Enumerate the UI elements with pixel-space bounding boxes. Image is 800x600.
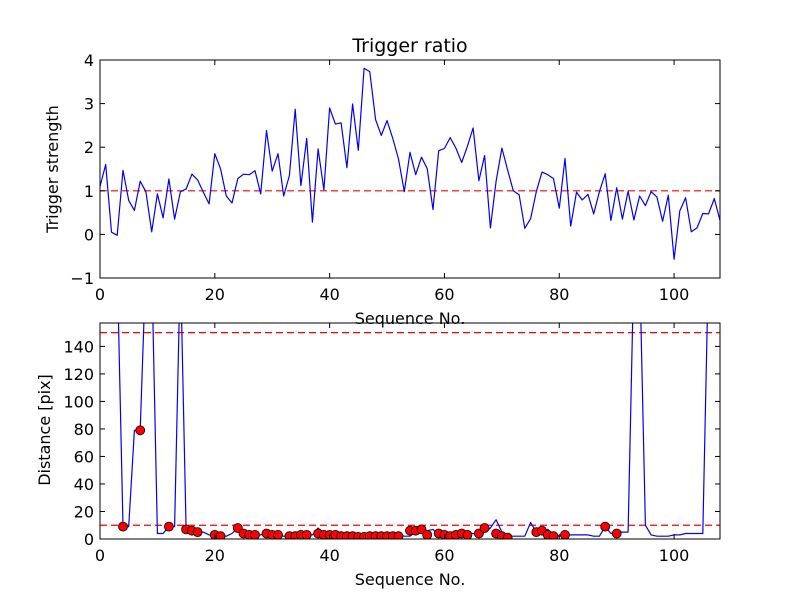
- data-point-marker: [479, 523, 490, 533]
- y-axis-label: Trigger strength: [43, 105, 62, 234]
- data-point-marker: [163, 521, 174, 532]
- data-point-marker: [250, 530, 260, 539]
- data-point-marker: [611, 528, 622, 539]
- data-point-marker: [393, 531, 404, 539]
- y-tick-label: 20: [74, 502, 94, 521]
- x-tick-label: 20: [205, 546, 225, 565]
- distance-panel: 0 20 40 60 80 100 0 20 40 60 80 100 120 140 Sequence…: [35, 322, 721, 589]
- y-tick-label: 140: [63, 337, 94, 356]
- y-tick-label: 0: [84, 225, 94, 244]
- data-point-marker: [462, 530, 473, 539]
- y-axis-label: Distance [pix]: [35, 374, 54, 486]
- trigger-strength-series: [99, 67, 721, 260]
- x-tick-label: 0: [95, 285, 105, 304]
- y-tick-label: 0: [84, 530, 94, 549]
- x-tick-label: 40: [319, 285, 339, 304]
- data-point-marker: [192, 527, 203, 537]
- y-tick-label: 80: [74, 420, 94, 439]
- data-point-marker: [502, 532, 513, 539]
- y-tick-label: −1: [70, 269, 94, 288]
- y-tick-label: 2: [84, 138, 94, 157]
- y-tick-label: 60: [74, 447, 94, 466]
- distance-series: [117, 323, 708, 537]
- data-point-marker: [600, 521, 611, 532]
- data-point-marker: [560, 530, 570, 539]
- data-point-marker: [215, 531, 226, 539]
- y-tick-label: 40: [74, 475, 94, 494]
- data-point-marker: [273, 530, 283, 539]
- chart-title: Trigger ratio: [351, 35, 467, 57]
- x-axis-label: Sequence No.: [355, 570, 466, 589]
- data-point-marker: [301, 530, 312, 539]
- y-tick-label: 120: [63, 365, 94, 384]
- x-tick-label: 0: [95, 546, 105, 565]
- x-tick-label: 80: [549, 285, 569, 304]
- x-tick-label: 20: [205, 285, 225, 304]
- x-tick-label: 60: [434, 546, 454, 565]
- x-tick-label: 80: [549, 546, 569, 565]
- plot-frame: [99, 59, 721, 279]
- data-point-marker: [422, 530, 433, 539]
- x-tick-label: 100: [659, 546, 690, 565]
- x-tick-label: 100: [659, 285, 690, 304]
- data-point-marker: [548, 531, 559, 539]
- y-tick-label: 3: [84, 95, 94, 114]
- plot-frame: [99, 322, 721, 540]
- y-tick-label: 1: [84, 182, 94, 201]
- y-tick-label: 4: [84, 51, 94, 70]
- x-tick-label: 60: [434, 285, 454, 304]
- data-point-marker: [118, 521, 128, 532]
- data-point-marker: [135, 425, 146, 436]
- x-axis-label: Sequence No.: [355, 309, 466, 328]
- x-tick-label: 40: [319, 546, 339, 565]
- y-tick-label: 100: [63, 392, 94, 411]
